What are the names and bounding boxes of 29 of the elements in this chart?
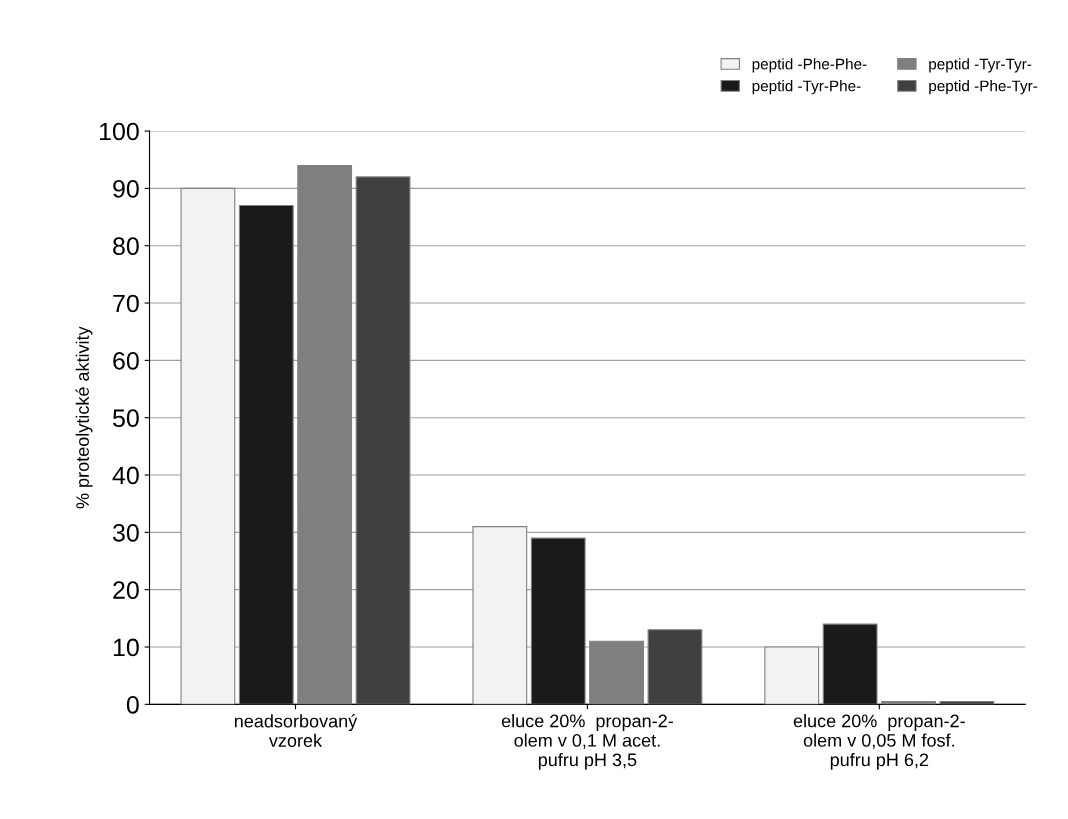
y-tick-label: 70 xyxy=(113,294,139,313)
y-tick-label: 50 xyxy=(112,409,139,427)
bar xyxy=(297,164,353,705)
y-tick-label: 20 xyxy=(113,581,139,599)
y-tick-label: 10 xyxy=(113,638,139,657)
legend-label: peptid -Phe-Tyr- xyxy=(929,80,1038,95)
y-tick-label: 30 xyxy=(112,523,139,542)
y-tick-label: 90 xyxy=(113,179,139,198)
y-tick-label: 80 xyxy=(113,237,139,255)
bar xyxy=(355,176,411,705)
bar xyxy=(822,623,878,705)
legend-label: peptid -Tyr-Phe- xyxy=(752,80,861,95)
bar xyxy=(472,526,528,705)
x-tick-label: neadsorbovaný vzorek xyxy=(234,714,358,747)
x-tick-label: eluce 20% propan-2- olem v 0,05 M fosf. pufru pH 6,2 xyxy=(793,714,965,770)
x-tick-label: eluce 20% propan-2- olem v 0,1 M acet. pufru pH 3,5 xyxy=(501,714,673,770)
y-tick-label: 100 xyxy=(100,122,139,141)
legend-label: peptid -Phe-Phe- xyxy=(752,58,867,73)
bar xyxy=(764,646,820,705)
legend-label: peptid -Tyr-Tyr- xyxy=(929,58,1032,73)
y-axis-title: % proteolytické aktivity xyxy=(75,326,93,509)
y-tick-label: 40 xyxy=(112,466,139,485)
bar xyxy=(530,537,586,705)
y-tick-label: 0 xyxy=(126,695,139,714)
bar xyxy=(180,187,236,705)
y-tick-label: 60 xyxy=(113,351,139,370)
bar xyxy=(647,629,703,705)
bar xyxy=(589,640,645,705)
bar xyxy=(238,205,294,705)
